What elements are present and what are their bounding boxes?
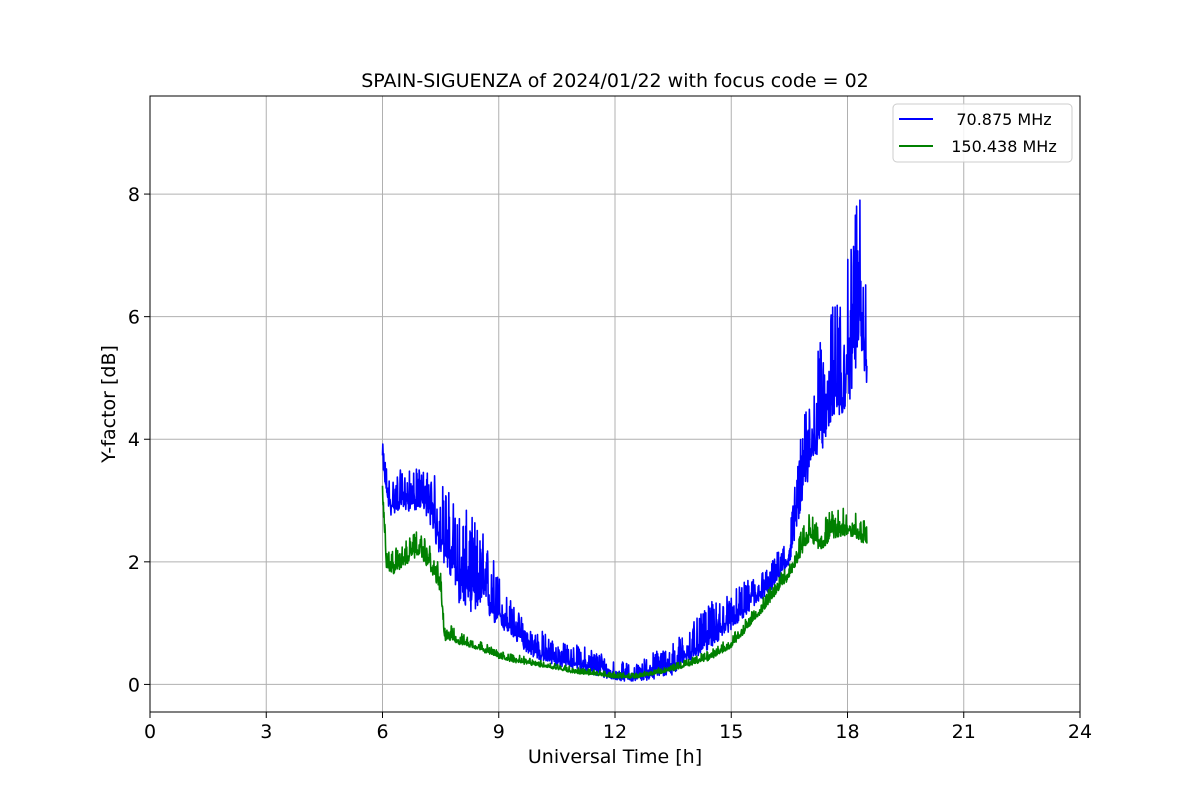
- chart-title: SPAIN-SIGUENZA of 2024/01/22 with focus …: [361, 70, 869, 92]
- x-tick-label: 3: [260, 721, 272, 743]
- x-tick-label: 9: [493, 721, 505, 743]
- legend-label-series-0: 70.875 MHz: [956, 110, 1051, 129]
- x-tick-label: 21: [952, 721, 976, 743]
- x-tick-label: 0: [144, 721, 156, 743]
- y-tick-label: 6: [128, 307, 140, 329]
- series-line-1: [381, 485, 868, 679]
- grid-layer: [149, 96, 1081, 712]
- legend-box: [892, 103, 1073, 163]
- y-tick-label: 8: [128, 184, 140, 206]
- y-tick-label: 0: [128, 674, 140, 696]
- y-axis-label: Y-factor [dB]: [98, 345, 120, 464]
- series-layer: [381, 199, 868, 682]
- x-tick-label: 12: [603, 721, 627, 743]
- legend-label-series-1: 150.438 MHz: [951, 137, 1056, 156]
- x-tick-label: 6: [376, 721, 388, 743]
- x-tick-label: 18: [835, 721, 859, 743]
- plot-area-border: [149, 95, 1081, 713]
- y-tick-label: 2: [128, 552, 140, 574]
- x-axis-label: Universal Time [h]: [528, 746, 702, 768]
- x-tick-label: 24: [1068, 721, 1092, 743]
- x-tick-label: 15: [719, 721, 743, 743]
- series-line-0: [381, 199, 868, 682]
- y-tick-label: 4: [128, 429, 140, 451]
- legend: 70.875 MHz 150.438 MHz: [892, 103, 1073, 163]
